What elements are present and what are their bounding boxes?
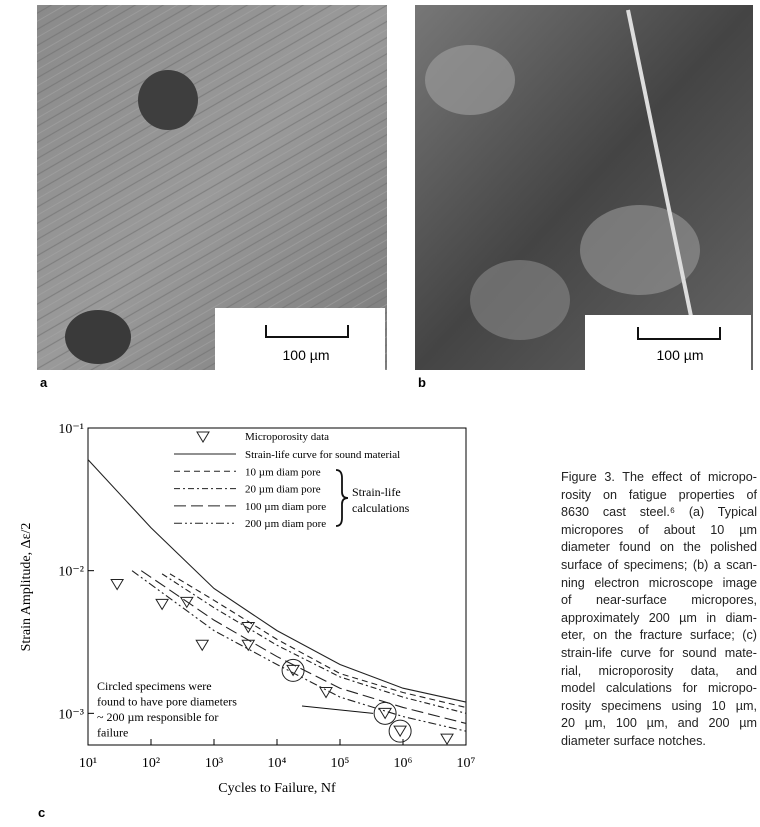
y-axis-label: Strain Amplitude, Δε/2 (19, 523, 34, 652)
data-point (181, 597, 193, 607)
legend-group-label: Strain-life (352, 485, 401, 499)
data-point (394, 726, 406, 736)
legend-label: 10 µm diam pore (245, 466, 321, 478)
curve (88, 460, 466, 702)
data-point (287, 665, 299, 675)
caption-line: eter, on the fracture surface; (c) (561, 627, 757, 645)
x-tick-label: 10⁷ (457, 756, 476, 771)
x-tick-label: 10⁶ (394, 756, 413, 771)
x-tick-label: 10⁴ (268, 756, 287, 771)
x-tick-label: 10⁵ (331, 756, 350, 771)
legend-group-label: calculations (352, 501, 410, 515)
caption-line: micropores of about 10 µm (561, 522, 757, 540)
caption-line: surface of specimens; (b) a scan- (561, 557, 757, 575)
data-point (441, 734, 453, 744)
caption-line: Figure 3. The effect of micropo- (561, 469, 757, 487)
scale-bar-label: 100 µm (283, 347, 330, 363)
caption-line: rosity on fatigue properties of (561, 487, 757, 505)
legend-brace (336, 470, 348, 526)
annotation: Circled specimens were (97, 679, 212, 693)
x-tick-label: 10² (142, 756, 160, 771)
data-point (197, 432, 209, 442)
caption: Figure 3. The effect of micropo-rosity o… (561, 469, 757, 751)
caption-line: diameter surface notches. (561, 733, 757, 751)
data-point (156, 599, 168, 609)
curve (170, 574, 466, 708)
scale-bar-label: 100 µm (657, 347, 704, 363)
data-point (196, 640, 208, 650)
y-tick-label: 10⁻² (58, 565, 84, 580)
data-point (242, 622, 254, 632)
caption-line: ning electron microscope image (561, 575, 757, 593)
x-tick-label: 10³ (205, 756, 223, 771)
annotation: found to have pore diameters (97, 695, 237, 709)
annotation: failure (97, 726, 128, 740)
caption-line: approximately 200 µm in diam- (561, 610, 757, 628)
circle-marker (389, 720, 411, 742)
panel-label: c (38, 805, 45, 820)
micrograph-b (415, 5, 753, 370)
caption-line: diameter found on the polished (561, 539, 757, 557)
y-tick-label: 10⁻³ (58, 707, 84, 722)
data-point (111, 580, 123, 590)
caption-line: 20 µm, 100 µm, and 200 µm (561, 715, 757, 733)
page: a b 100 µm 100 µm c Cycles to Failure, N… (0, 0, 760, 827)
caption-line: strain-life curve for sound mate- (561, 645, 757, 663)
caption-line: model calculations for micropo- (561, 680, 757, 698)
circle-marker (282, 659, 304, 681)
data-point (379, 708, 391, 718)
legend-label: Microporosity data (245, 431, 329, 443)
caption-line: rosity specimens using 10 µm, (561, 698, 757, 716)
annotation: ~ 200 µm responsible for (97, 710, 218, 724)
micrograph-a (37, 5, 387, 370)
caption-line: rial, microporosity data, and (561, 663, 757, 681)
caption-line: 8630 cast steel.⁶ (a) Typical (561, 504, 757, 522)
panel-label: a (40, 375, 48, 390)
x-tick-label: 10¹ (79, 756, 97, 771)
caption-line: of near-surface micropores, (561, 592, 757, 610)
x-axis-label: Cycles to Failure, Nf (218, 781, 336, 796)
legend-label: 100 µm diam pore (245, 501, 326, 513)
legend-label: 20 µm diam pore (245, 484, 321, 496)
legend-label: Strain-life curve for sound material (245, 449, 400, 461)
annotation-arrow (302, 706, 373, 713)
legend-label: 200 µm diam pore (245, 518, 326, 530)
data-point (242, 640, 254, 650)
y-tick-label: 10⁻¹ (58, 422, 84, 437)
panel-label: b (418, 375, 426, 390)
